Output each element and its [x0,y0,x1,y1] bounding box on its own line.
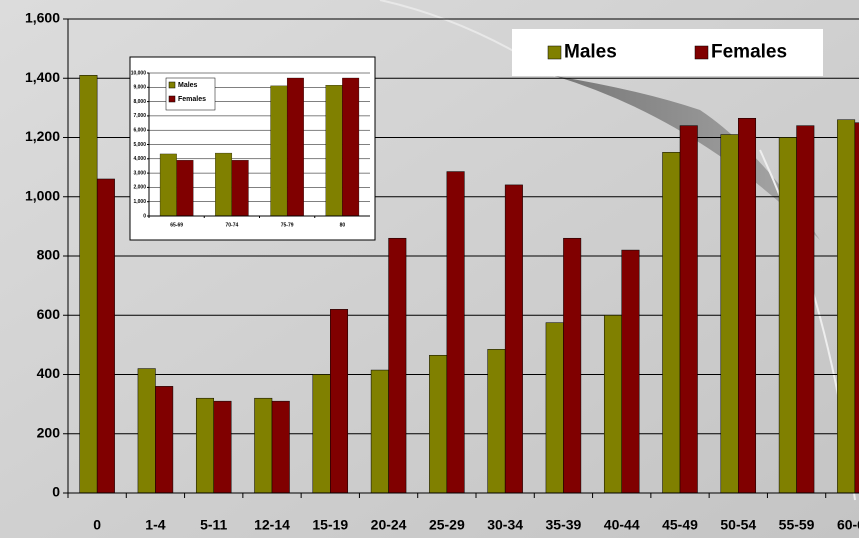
y-tick-label: 1,000 [133,199,146,205]
bar [155,386,172,493]
legend-label: Females [711,42,787,63]
y-tick-label: 1,200 [25,128,60,144]
legend-swatch [548,46,561,59]
x-tick-label: 12-14 [254,517,290,533]
x-tick-label: 50-54 [720,517,756,533]
bar [389,238,406,493]
bar [326,85,343,216]
x-tick-label: 20-24 [371,517,407,533]
x-tick-label: 55-59 [779,517,815,533]
x-tick-label: 15-19 [312,517,348,533]
bar [80,75,97,493]
y-tick-label: 4,000 [133,156,146,162]
bar [160,154,177,216]
bar [797,126,814,493]
legend-label: Males [178,82,198,89]
x-tick-label: 60-64 [837,517,859,533]
y-tick-label: 0 [52,484,60,500]
x-tick-label: 1-4 [145,517,165,533]
bar [232,160,249,216]
y-tick-label: 1,400 [25,69,60,85]
y-tick-label: 1,000 [25,187,60,203]
bar [546,323,563,493]
bar [177,160,194,216]
bar [488,349,505,493]
bar [196,398,213,493]
x-tick-label: 0 [93,517,101,533]
bar [214,401,231,493]
legend-swatch [169,96,175,102]
bar [505,185,522,493]
y-tick-label: 200 [37,424,61,440]
bar [371,370,388,493]
bar [663,152,680,493]
bar [313,375,330,494]
bar [563,238,580,493]
y-tick-label: 400 [37,365,61,381]
y-tick-label: 10,000 [131,70,147,76]
legend-swatch [695,46,708,59]
y-tick-label: 1,600 [25,10,60,26]
bar [680,126,697,493]
bar [779,138,796,494]
x-tick-label: 5-11 [200,517,227,533]
bar [855,123,859,493]
x-tick-label: 75-79 [281,222,294,228]
y-tick-label: 7,000 [133,113,146,119]
x-tick-label: 65-69 [170,222,183,228]
y-tick-label: 9,000 [133,85,146,91]
y-tick-label: 3,000 [133,170,146,176]
y-tick-label: 0 [143,213,146,219]
bar [272,401,289,493]
bar [342,78,359,216]
bar [738,118,755,493]
legend-swatch [169,82,175,88]
legend-label: Males [564,42,617,63]
bar [429,355,446,493]
bar [271,86,288,216]
bar [604,315,621,493]
bar [622,250,639,493]
x-tick-label: 45-49 [662,517,698,533]
chart: 02004006008001,0001,2001,4001,60001-45-1… [0,0,859,538]
x-tick-label: 70-74 [225,222,238,228]
x-tick-label: 80 [340,222,346,228]
bar [721,135,738,493]
y-tick-label: 2,000 [133,185,146,191]
legend-label: Females [178,96,206,103]
bar [287,78,304,216]
x-tick-label: 35-39 [546,517,582,533]
x-tick-label: 40-44 [604,517,640,533]
y-tick-label: 5,000 [133,142,146,148]
bar [215,153,232,216]
x-tick-label: 25-29 [429,517,465,533]
bar [97,179,114,493]
y-tick-label: 600 [37,306,61,322]
bar [138,369,155,493]
y-tick-label: 6,000 [133,128,146,134]
bar [330,309,347,493]
y-tick-label: 8,000 [133,99,146,105]
bar [447,172,464,493]
x-tick-label: 30-34 [487,517,523,533]
y-tick-label: 800 [37,247,61,263]
bar [255,398,272,493]
bar [837,120,854,493]
